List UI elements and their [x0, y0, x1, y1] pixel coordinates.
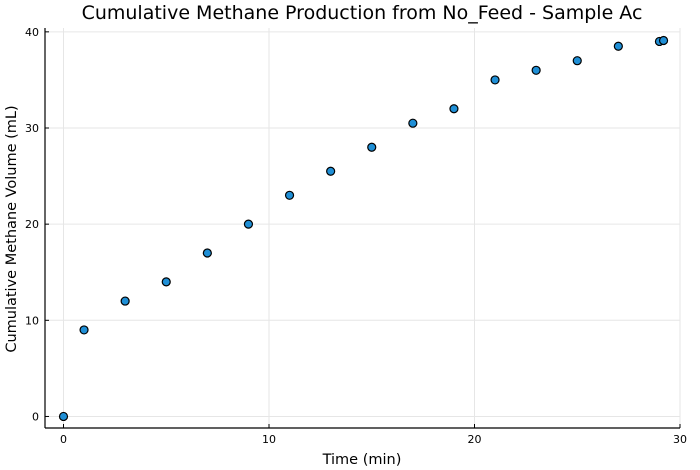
data-point-1 [79, 325, 89, 335]
data-point-14 [613, 41, 623, 51]
data-point-3 [161, 277, 171, 287]
grid-lines [45, 28, 681, 428]
y-tick-label-3: 30 [25, 122, 39, 135]
data-point-2 [120, 296, 130, 306]
data-point-9 [408, 118, 418, 128]
x-axis-label: Time (min) [322, 452, 402, 468]
x-tick-label-2: 20 [467, 433, 481, 446]
data-point-4 [202, 248, 212, 258]
data-point-0 [58, 411, 69, 422]
axes [44, 28, 680, 429]
data-point-5 [243, 219, 254, 229]
x-tick-label-0: 0 [60, 433, 67, 446]
data-point-11 [490, 75, 500, 85]
data-point-12 [531, 65, 541, 75]
y-tick-label-2: 20 [25, 218, 39, 231]
data-point-6 [284, 190, 295, 200]
chart-title: Cumulative Methane Production from No_Fe… [82, 2, 643, 24]
axis-ticks: 0 10 20 30 0 10 20 30 40 [25, 26, 687, 446]
data-point-8 [367, 142, 377, 152]
data-points [58, 35, 669, 422]
data-point-10 [449, 104, 459, 114]
y-axis-label: Cumulative Methane Volume (mL) [4, 105, 20, 352]
x-tick-label-3: 30 [673, 433, 687, 446]
x-tick-label-1: 10 [262, 433, 276, 446]
y-tick-label-0: 0 [32, 410, 39, 423]
data-point-16 [658, 35, 669, 46]
data-point-13 [572, 56, 582, 66]
data-point-7 [326, 166, 336, 176]
y-tick-label-1: 10 [25, 314, 39, 327]
y-tick-label-4: 40 [25, 26, 39, 39]
